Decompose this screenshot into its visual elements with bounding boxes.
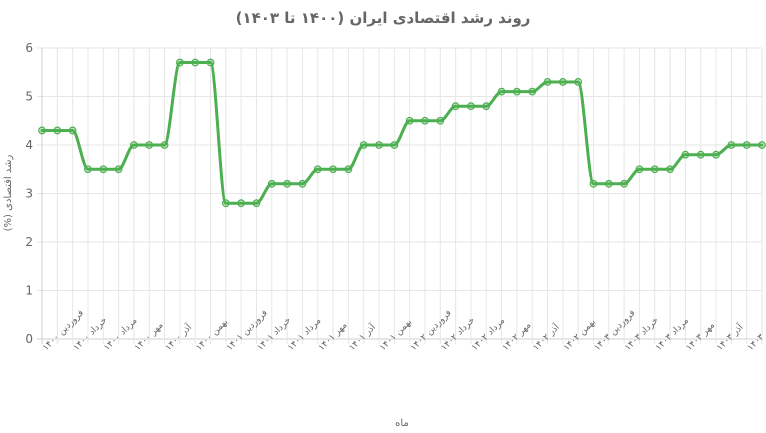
data-point[interactable]: [604, 179, 613, 188]
y-axis-ticks: 0 1 2 3 4 5 6: [25, 41, 33, 346]
data-point[interactable]: [574, 78, 583, 86]
data-point[interactable]: [635, 165, 644, 174]
data-point[interactable]: [221, 199, 230, 208]
data-point[interactable]: [421, 116, 429, 125]
data-point[interactable]: [344, 165, 353, 174]
data-point[interactable]: [467, 102, 475, 111]
x-tick-label: آذر ۱۴۰۳: [714, 321, 746, 353]
data-point[interactable]: [727, 141, 736, 149]
data-point[interactable]: [38, 126, 46, 135]
data-point[interactable]: [681, 150, 690, 159]
x-tick-label: بهمن ۱۴۰۰: [194, 317, 230, 353]
data-point[interactable]: [53, 126, 62, 135]
y-tick-label: 6: [25, 41, 33, 55]
data-point[interactable]: [482, 102, 491, 111]
y-tick-label: 4: [25, 138, 33, 152]
data-point[interactable]: [206, 58, 215, 67]
x-axis-label: ماه: [395, 418, 409, 429]
data-point[interactable]: [650, 165, 659, 174]
data-point[interactable]: [313, 165, 322, 174]
data-point[interactable]: [145, 141, 154, 149]
data-point[interactable]: [497, 87, 506, 96]
data-point[interactable]: [68, 126, 77, 135]
data-point[interactable]: [451, 102, 460, 111]
data-point[interactable]: [267, 179, 276, 188]
data-point[interactable]: [114, 165, 123, 174]
data-point[interactable]: [436, 116, 445, 125]
series-line: [40, 61, 764, 205]
y-axis-label: رشد اقتصادی (%): [3, 154, 14, 231]
y-tick-label: 5: [25, 90, 33, 104]
data-point[interactable]: [359, 141, 368, 149]
data-point[interactable]: [283, 179, 292, 188]
chart-title: روند رشد اقتصادی ایران (۱۴۰۰ تا ۱۴۰۳): [236, 9, 531, 27]
data-point[interactable]: [696, 150, 705, 159]
data-point[interactable]: [666, 165, 674, 174]
x-tick-label: بهمن ۱۴۰۱: [378, 317, 414, 353]
data-point[interactable]: [742, 141, 751, 149]
data-point[interactable]: [130, 141, 138, 149]
data-point[interactable]: [298, 179, 307, 188]
data-point[interactable]: [712, 150, 720, 159]
data-point[interactable]: [528, 87, 537, 96]
data-point[interactable]: [99, 165, 108, 174]
y-tick-label: 1: [25, 284, 33, 298]
x-tick-label: آذر ۱۴۰۲: [530, 321, 562, 353]
data-point[interactable]: [543, 78, 552, 86]
data-point[interactable]: [84, 165, 92, 174]
y-tick-label: 2: [25, 235, 33, 249]
data-point[interactable]: [175, 58, 184, 67]
data-point[interactable]: [390, 141, 399, 149]
data-point[interactable]: [252, 199, 261, 208]
y-tick-label: 3: [25, 187, 33, 201]
data-point[interactable]: [191, 58, 200, 67]
data-point[interactable]: [329, 165, 337, 174]
x-tick-label: بهمن ۱۴۰۳: [746, 317, 766, 353]
data-point[interactable]: [758, 141, 766, 149]
x-tick-label: آذر ۱۴۰۰: [162, 321, 194, 353]
data-point[interactable]: [589, 179, 598, 188]
data-points: [38, 58, 766, 208]
series-line-group: [40, 61, 764, 205]
data-point[interactable]: [160, 141, 169, 149]
grid: [37, 47, 763, 344]
data-point[interactable]: [620, 179, 629, 188]
data-point[interactable]: [405, 116, 414, 125]
y-tick-label: 0: [25, 332, 33, 346]
data-point[interactable]: [558, 78, 567, 86]
x-tick-label: آذر ۱۴۰۱: [346, 321, 378, 353]
data-point[interactable]: [237, 199, 246, 208]
x-tick-label: بهمن ۱۴۰۲: [562, 317, 598, 353]
data-point[interactable]: [375, 141, 383, 149]
data-point[interactable]: [512, 87, 521, 96]
